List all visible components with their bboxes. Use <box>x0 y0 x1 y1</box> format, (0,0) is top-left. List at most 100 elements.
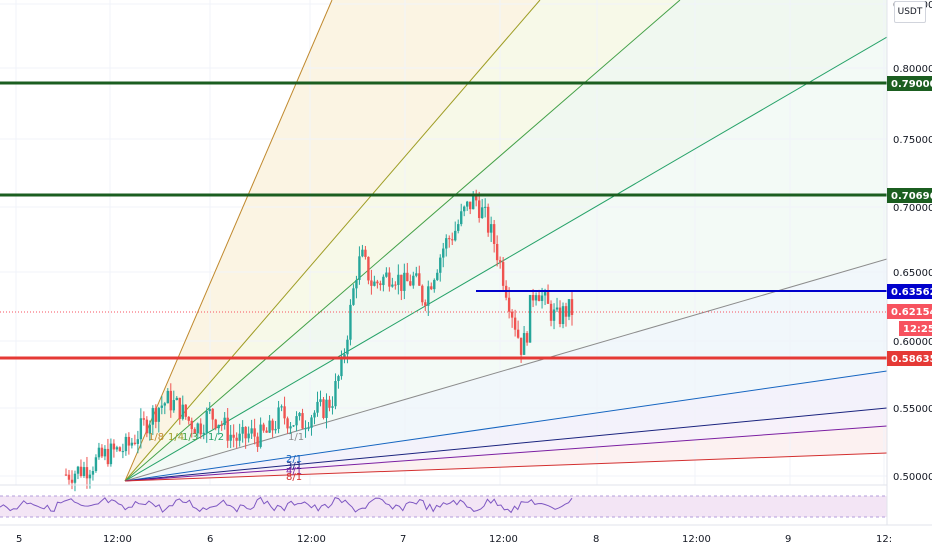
candle <box>73 470 77 492</box>
candle <box>94 454 98 473</box>
candle <box>388 267 391 292</box>
candle <box>271 418 274 438</box>
candle <box>477 191 481 223</box>
last-price-tag <box>887 304 932 319</box>
candle <box>474 189 478 207</box>
price-tick: 0.80000 <box>893 64 932 75</box>
countdown-tag <box>899 321 932 336</box>
candle <box>510 309 514 328</box>
fan-label-8-1: 8/1 <box>286 472 302 483</box>
candle <box>238 423 241 447</box>
candle <box>172 390 175 413</box>
price-tick: 0.75000 <box>893 135 932 146</box>
price-tick: 0.70000 <box>893 203 932 214</box>
candle <box>427 280 430 316</box>
candle <box>364 245 367 260</box>
candle <box>492 219 496 253</box>
candle <box>274 420 277 434</box>
candle <box>82 461 86 478</box>
candle <box>564 302 568 327</box>
chart-grid <box>0 0 887 485</box>
candle <box>229 424 232 449</box>
candle <box>301 408 304 429</box>
candle <box>415 266 418 278</box>
candle <box>498 256 502 269</box>
candle <box>208 401 211 414</box>
rsi-line <box>0 496 573 514</box>
level-tag-label: 0.79000 <box>891 79 932 90</box>
currency-unit-badge[interactable]: USDT <box>894 1 926 23</box>
candle <box>118 446 122 452</box>
candle <box>139 408 143 449</box>
gann-fan-lines[interactable] <box>124 0 887 482</box>
rsi-band <box>0 496 887 517</box>
candle <box>555 297 559 312</box>
time-axis[interactable]: 5 12:00 6 12:00 7 12:00 8 12:00 9 12: <box>0 524 932 545</box>
candle <box>160 396 164 415</box>
candle <box>570 290 574 326</box>
price-axis[interactable]: 0.85000 0.80000 0.75000 0.70000 0.65000 … <box>886 0 932 525</box>
candle <box>64 468 68 476</box>
time-tick: 9 <box>785 534 791 545</box>
candle <box>337 374 340 389</box>
candle <box>328 395 331 412</box>
level-tag-label: 0.63562 <box>891 287 932 298</box>
candle <box>367 256 370 285</box>
fan-line-2-1 <box>124 370 887 482</box>
candle <box>175 396 178 401</box>
candle <box>121 443 125 459</box>
time-tick: 12:00 <box>489 534 518 545</box>
candle <box>148 420 152 441</box>
candle <box>310 414 313 436</box>
rsi-pane[interactable] <box>0 484 887 518</box>
candle <box>262 422 265 433</box>
candle <box>268 415 271 434</box>
fan-line-1-4 <box>124 0 541 482</box>
candle <box>382 274 385 292</box>
horizontal-levels[interactable] <box>0 81 887 360</box>
candle <box>193 427 196 434</box>
candle <box>513 309 517 337</box>
candle <box>394 281 397 290</box>
candle <box>495 235 499 267</box>
time-tick: 12:00 <box>682 534 711 545</box>
candle <box>358 246 361 285</box>
gann-fan-labels: 1/8 1/4 1/3 1/2 1/1 2/1 3/1 4/1 8/1 <box>148 432 304 483</box>
level-tag-0-79 <box>887 76 932 91</box>
candle <box>483 198 487 218</box>
candle <box>241 420 244 443</box>
candle <box>244 426 247 449</box>
candle <box>199 418 202 439</box>
candle <box>424 299 427 312</box>
candle <box>355 275 358 299</box>
candlestick-series <box>64 189 574 492</box>
candle <box>334 373 337 410</box>
candle <box>406 262 409 282</box>
candle <box>223 411 226 430</box>
candle <box>124 433 128 456</box>
candle <box>166 388 169 404</box>
candle <box>373 275 376 287</box>
candle <box>292 425 295 427</box>
candle <box>439 254 442 282</box>
candle <box>265 427 268 433</box>
candle <box>70 470 74 490</box>
candle <box>370 269 373 295</box>
candle <box>313 410 316 425</box>
candle <box>145 416 149 438</box>
candle <box>466 200 469 211</box>
candle <box>331 396 334 415</box>
fan-label-2-1: 2/1 <box>286 454 302 465</box>
candle <box>469 201 472 215</box>
candle <box>289 421 292 434</box>
fan-line-1-3 <box>124 0 681 482</box>
candle <box>127 432 131 455</box>
candle <box>226 407 229 448</box>
candle <box>130 437 134 449</box>
candle <box>460 203 463 227</box>
candle <box>361 244 364 258</box>
time-tick: 6 <box>207 534 213 545</box>
candle <box>88 469 92 489</box>
candle <box>316 391 319 417</box>
